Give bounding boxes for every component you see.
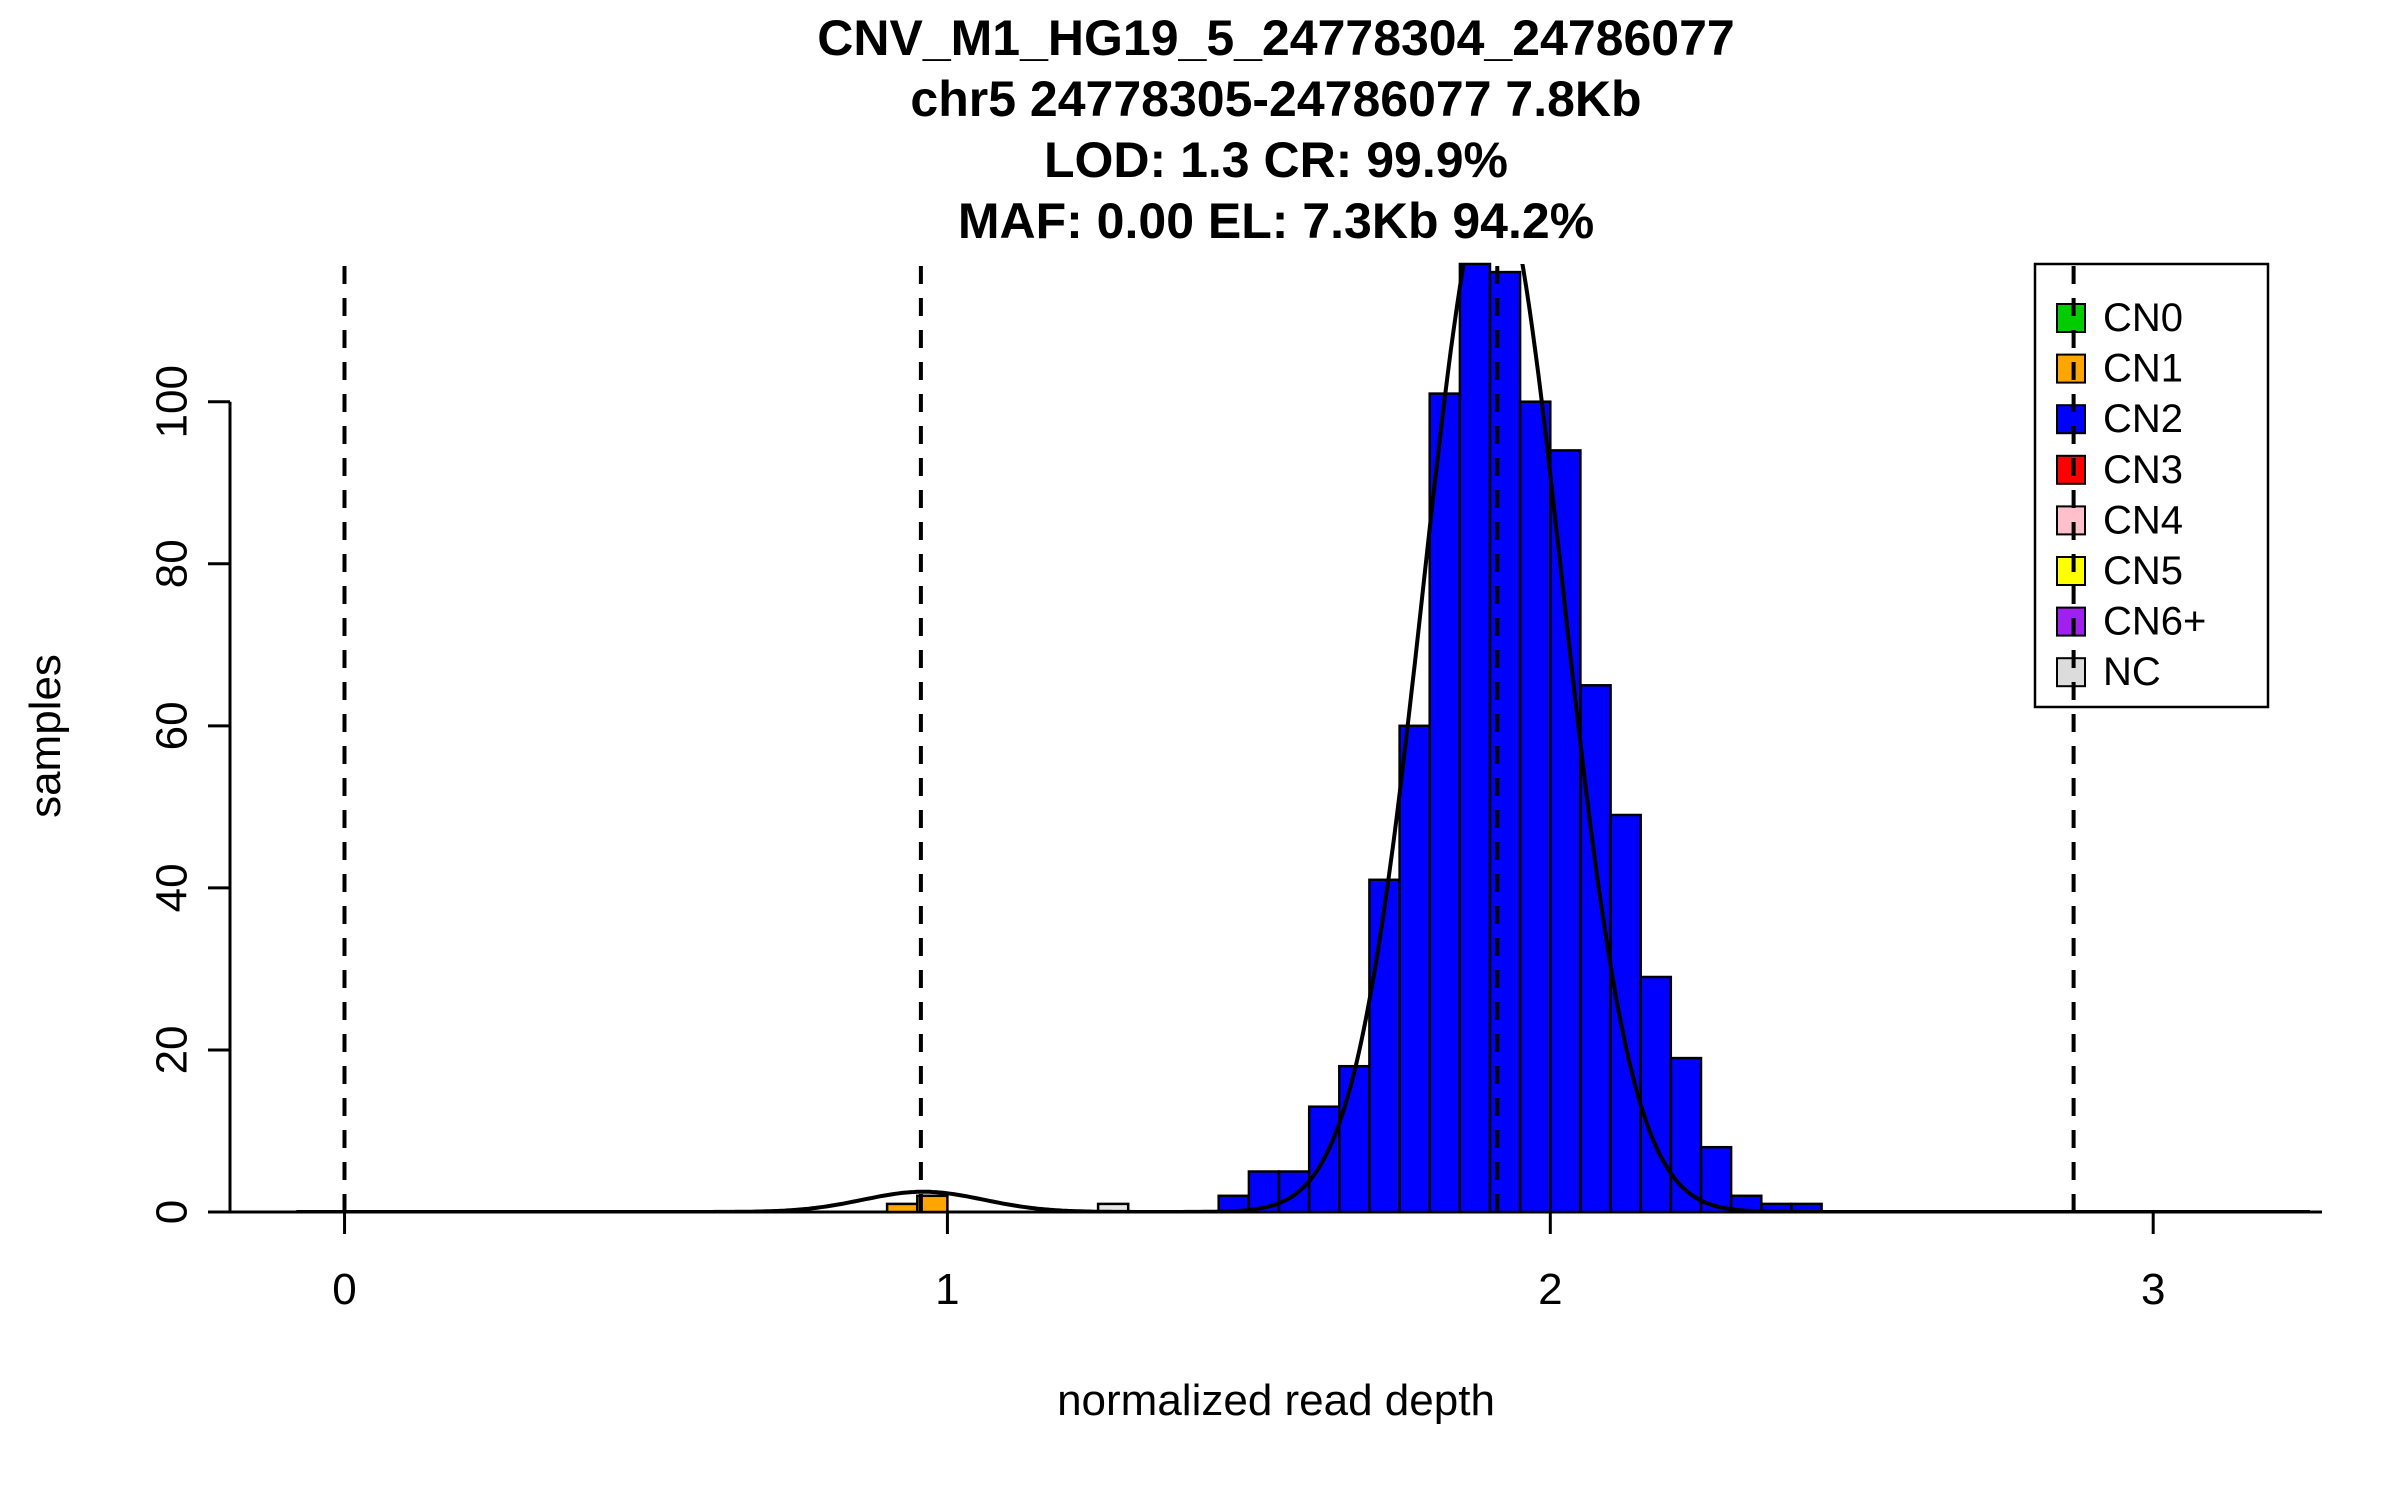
histogram-bar-cn1 (916, 1194, 949, 1214)
legend-label-nc: NC (2103, 650, 2161, 694)
legend-swatch-cn1 (2056, 353, 2086, 384)
legend-label-cn3: CN3 (2103, 448, 2183, 492)
histogram-bar-cn2 (1639, 975, 1673, 1214)
legend-swatch-nc (2056, 657, 2086, 688)
legend-swatch-cn6plus (2056, 606, 2086, 637)
x-tick-label: 3 (2141, 1265, 2165, 1314)
histogram-bar-cn2 (1277, 1170, 1311, 1214)
histogram-bar-cn2 (1338, 1064, 1371, 1214)
title-line-2: chr5 24778305-24786077 7.8Kb (910, 71, 1642, 127)
title-line-1: CNV_M1_HG19_5_24778304_24786077 (817, 10, 1735, 66)
histogram-bar-cn1 (885, 1202, 919, 1214)
histogram-bar-cn2 (1669, 1056, 1703, 1214)
fit-curve (296, 264, 2310, 1212)
legend-label-cn2: CN2 (2103, 397, 2183, 441)
y-tick-label: 20 (148, 1025, 197, 1074)
y-axis-label: samples (21, 654, 70, 818)
y-tick-label: 0 (148, 1200, 197, 1224)
histogram-bar-cn2 (1609, 813, 1642, 1214)
legend-label-cn6plus: CN6+ (2103, 600, 2206, 644)
y-tick-label: 40 (148, 863, 197, 912)
histogram-bar-cn2 (1488, 270, 1522, 1214)
x-tick-label: 0 (332, 1265, 356, 1314)
legend-swatch-cn3 (2056, 454, 2086, 485)
x-tick-label: 1 (935, 1265, 959, 1314)
title-line-3: LOD: 1.3 CR: 99.9% (1043, 132, 1508, 188)
y-tick-label: 100 (148, 365, 197, 438)
histogram-bar-cn2 (1398, 724, 1431, 1214)
legend-swatch-cn2 (2056, 404, 2086, 435)
histogram-bar-cn2 (1518, 400, 1552, 1214)
legend-swatch-cn0 (2056, 303, 2086, 333)
legend-label-cn0: CN0 (2103, 296, 2183, 340)
histogram-bar-cn2 (1549, 449, 1582, 1214)
title-line-4: MAF: 0.00 EL: 7.3Kb 94.2% (957, 193, 1595, 249)
histogram-bar-cn2 (1368, 878, 1401, 1214)
legend-label-cn5: CN5 (2103, 549, 2183, 593)
y-tick-label: 80 (148, 539, 197, 588)
legend-swatch-cn5 (2056, 556, 2086, 586)
histogram-bar-cn2 (1307, 1105, 1341, 1214)
x-axis-label: normalized read depth (1057, 1376, 1495, 1425)
x-tick-label: 2 (1538, 1265, 1562, 1314)
histogram-bar-cn2 (1458, 262, 1492, 1214)
legend-label-cn4: CN4 (2103, 498, 2183, 542)
plot-title: CNV_M1_HG19_5_24778304_24786077 chr5 247… (230, 8, 2322, 252)
histogram-bar-cn2 (1428, 392, 1462, 1214)
legend-label-cn1: CN1 (2103, 347, 2183, 391)
y-tick-label: 60 (148, 701, 197, 750)
legend-swatch-cn4 (2056, 505, 2086, 536)
